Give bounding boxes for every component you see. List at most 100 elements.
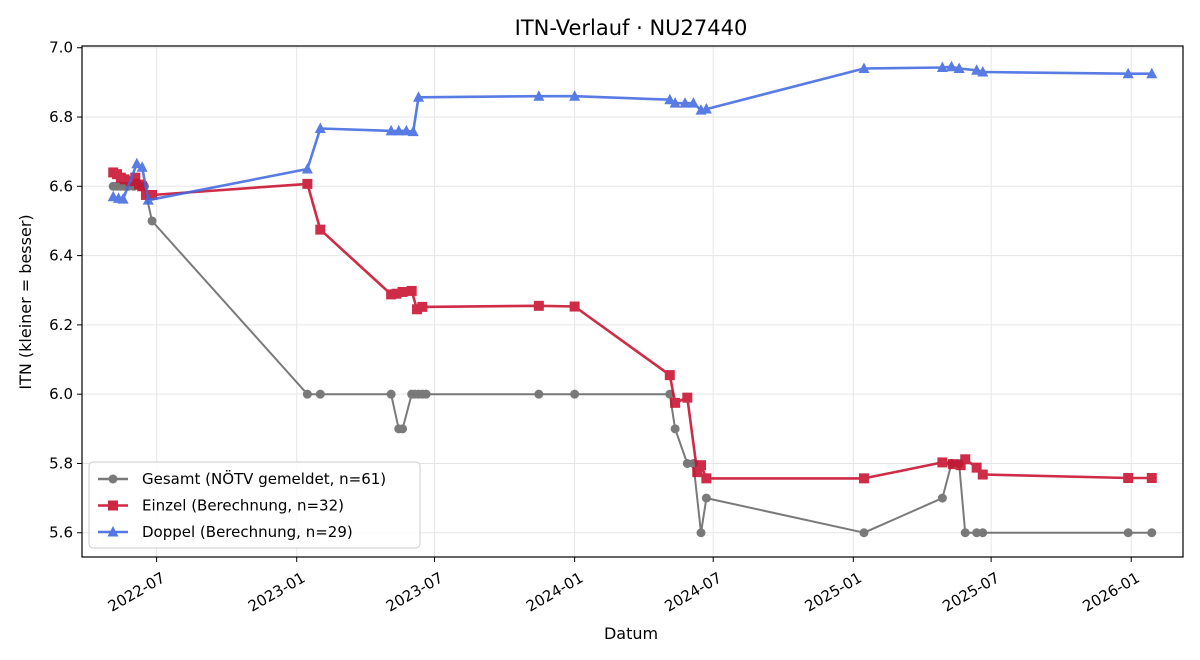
data-point-einzel	[670, 397, 681, 408]
data-point-gesamt	[859, 528, 869, 538]
data-point-doppel	[664, 93, 676, 105]
data-point-doppel	[131, 157, 143, 169]
data-point-gesamt	[302, 389, 312, 399]
data-point-gesamt	[670, 424, 680, 434]
y-tick-label: 7.0	[49, 39, 73, 57]
plot-frame	[81, 45, 1184, 558]
series-line-doppel	[112, 65, 1152, 202]
data-point-einzel	[302, 178, 313, 189]
data-point-einzel	[960, 454, 971, 465]
data-point-doppel	[669, 97, 681, 108]
data-point-einzel	[937, 457, 948, 468]
data-point-doppel	[301, 162, 313, 174]
data-point-einzel	[391, 288, 402, 299]
y-tick-label: 5.8	[49, 454, 73, 472]
chart-title: ITN-Verlauf · NU27440	[515, 16, 748, 40]
data-point-gesamt	[315, 389, 325, 399]
legend-swatch-marker	[107, 526, 119, 537]
data-point-doppel	[385, 124, 397, 136]
data-point-gesamt	[937, 493, 947, 503]
data-point-doppel	[946, 60, 958, 72]
data-point-gesamt	[978, 528, 988, 538]
x-axis-label: Datum	[604, 624, 658, 643]
data-point-einzel	[417, 301, 428, 312]
legend-swatch-marker	[108, 500, 118, 511]
legend-label: Einzel (Berechnung, n=32)	[142, 497, 344, 515]
data-point-doppel	[533, 90, 545, 101]
data-point-einzel	[692, 467, 703, 478]
legend-box	[88, 461, 421, 549]
data-point-gesamt	[398, 424, 408, 434]
y-tick-label: 6.8	[49, 108, 73, 126]
data-point-einzel	[1123, 473, 1134, 484]
data-point-einzel	[858, 473, 869, 484]
y-tick-label: 5.6	[49, 524, 73, 542]
data-point-einzel	[137, 181, 148, 192]
y-axis: 5.6 5.8 6.0 6.2 6.4 6.6 6.8 7.0	[49, 39, 82, 542]
legend-label: Doppel (Berechnung, n=29)	[142, 523, 353, 541]
data-point-einzel	[955, 460, 966, 471]
data-point-einzel	[147, 189, 158, 200]
x-tick-label: 2022-07	[105, 569, 168, 616]
data-point-doppel	[407, 125, 419, 137]
grid-layer	[82, 46, 1183, 557]
data-point-einzel	[315, 224, 326, 235]
data-point-einzel	[948, 459, 959, 470]
data-point-gesamt	[147, 216, 157, 226]
data-point-doppel	[1146, 67, 1158, 79]
x-axis: 2022-07 2023-01 2023-07 2024-01 2024-07 2025-…	[105, 557, 1143, 616]
data-point-doppel	[393, 124, 405, 136]
data-point-einzel	[1146, 473, 1157, 484]
x-tick-label: 2023-01	[245, 569, 308, 616]
data-point-doppel	[314, 122, 326, 133]
x-tick-label: 2025-07	[939, 569, 1002, 616]
data-point-einzel	[397, 286, 408, 297]
data-point-gesamt	[701, 493, 711, 503]
data-point-gesamt	[1147, 528, 1157, 538]
legend-item-gesamt	[98, 474, 128, 484]
data-point-doppel	[142, 194, 154, 205]
data-point-einzel	[412, 304, 423, 315]
y-tick-label: 6.0	[49, 385, 73, 403]
data-point-einzel	[130, 172, 141, 183]
x-tick-label: 2024-07	[662, 569, 725, 616]
data-point-einzel	[977, 469, 988, 480]
legend-item-doppel	[98, 526, 128, 537]
data-point-einzel	[533, 300, 544, 311]
data-point-gesamt	[386, 389, 396, 399]
series-line-einzel	[112, 171, 1152, 480]
data-point-doppel	[400, 124, 412, 136]
data-point-doppel	[971, 64, 983, 75]
data-point-einzel	[406, 285, 417, 296]
series-layer	[107, 60, 1158, 538]
data-point-doppel	[977, 65, 989, 77]
data-point-einzel	[682, 392, 693, 403]
y-tick-label: 6.2	[49, 316, 73, 334]
x-tick-label: 2023-07	[383, 569, 446, 616]
data-point-gesamt	[960, 528, 970, 538]
legend-label: Gesamt (NÖTV gemeldet, n=61)	[142, 469, 386, 488]
legend-item-einzel	[98, 500, 128, 511]
data-point-einzel	[696, 460, 707, 471]
data-point-einzel	[664, 370, 675, 381]
data-point-gesamt	[421, 389, 431, 399]
x-tick-label: 2024-01	[523, 569, 586, 616]
data-point-doppel	[1122, 67, 1134, 79]
data-point-einzel	[701, 473, 712, 484]
x-tick-label: 2026-01	[1080, 569, 1143, 616]
data-point-einzel	[119, 174, 130, 185]
data-point-doppel	[413, 91, 425, 102]
data-point-doppel	[700, 103, 712, 114]
data-point-gesamt	[696, 528, 706, 538]
y-tick-label: 6.6	[49, 177, 73, 195]
data-point-gesamt	[534, 389, 544, 399]
data-point-doppel	[136, 161, 148, 172]
data-point-einzel	[386, 289, 397, 300]
data-point-doppel	[858, 62, 870, 74]
data-point-einzel	[569, 301, 580, 312]
data-point-einzel	[971, 462, 982, 473]
legend: Gesamt (NÖTV gemeldet, n=61) Einzel (Bere…	[88, 461, 421, 549]
y-axis-label: ITN (kleiner = besser)	[16, 214, 35, 389]
